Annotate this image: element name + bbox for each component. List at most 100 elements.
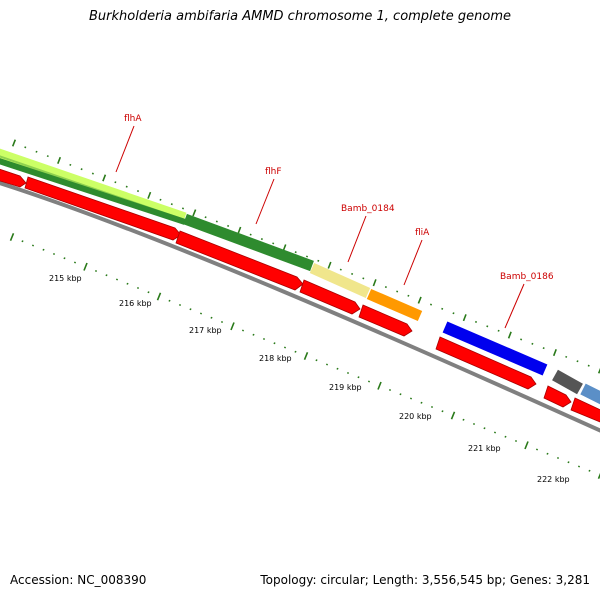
outer-scale-tick [429,303,433,306]
inner-scale-tick [210,316,213,319]
outer-scale-tick [192,209,197,217]
inner-scale-tick [252,333,255,336]
inner-scale-tick [147,291,150,294]
scale-labels: 215 kbp 216 kbp 217 kbp 218 kbp 219 kbp … [49,274,570,484]
inner-scale-tick [420,401,423,404]
outer-scale-tick [372,279,377,287]
outer-scale-tick [351,272,354,275]
inner-scale-tick [156,292,162,301]
outer-scale-tick [294,251,297,254]
outer-scale-tick [91,172,94,175]
inner-scale-tick [336,367,339,370]
inner-tick-marks [9,232,600,480]
inner-scale-tick [31,244,35,247]
inner-scale-tick [388,388,392,392]
outer-scale-tick [215,220,218,223]
outer-scale-tick [407,294,410,297]
genome-summary: Topology: circular; Length: 3,556,545 bp… [260,573,590,587]
cog-band-lightgreen [0,148,187,222]
outer-scale-tick [136,190,140,193]
inner-scale-tick [262,337,266,341]
inner-scale-tick [303,351,309,361]
inner-scale-tick [83,262,88,271]
inner-scale-tick [230,322,235,331]
outer-scale-tick [159,198,162,201]
outer-scale-tick [46,155,49,158]
outer-scale-tick [170,203,173,206]
cds-arrow-8 [570,397,600,423]
outer-scale-tick [80,168,83,171]
outer-scale-tick [327,261,332,269]
inner-scale-tick [9,232,15,242]
outer-scale-tick [396,290,399,293]
outer-scale-tick [35,150,38,153]
outer-scale-tick [565,355,568,358]
scale-label-219: 219 kbp [329,383,362,392]
outer-scale-tick [237,226,242,234]
inner-scale-tick [315,359,318,362]
inner-scale-tick [178,303,182,307]
inner-scale-tick [42,248,45,251]
gene-label-flhA: flhA [124,114,142,124]
inner-scale-tick [52,252,56,256]
inner-scale-tick [283,346,287,349]
cds-arrow-2 [24,176,182,241]
inner-scale-tick [567,461,570,464]
outer-scale-tick [486,325,489,328]
outer-scale-tick [57,156,62,164]
inner-scale-tick [504,435,507,438]
inner-scale-tick [273,342,276,345]
outer-scale-tick [272,242,275,245]
outer-scale-tick [384,286,387,289]
outer-scale-tick [474,320,478,323]
scale-label-215: 215 kbp [49,274,82,283]
outer-scale-tick [576,360,579,363]
outer-scale-tick [102,174,107,182]
outer-scale-tick [520,338,523,341]
cds-arrow-7 [543,385,572,408]
backbone-ring [0,181,600,433]
inner-scale-tick [21,240,24,243]
inner-scale-tick [493,431,497,434]
cog-band-green [183,213,314,272]
cds-arrow-5 [358,304,413,337]
inner-scale-tick [346,371,350,375]
cog-band-darkgreen [0,158,186,225]
inner-scale-tick [94,269,98,273]
cog-band-blue [442,321,548,376]
scale-label-216: 216 kbp [119,299,152,308]
outer-scale-tick [531,342,534,345]
scale-label-217: 217 kbp [189,326,222,335]
cog-band-orange [366,288,423,322]
cog-band-steelblue [580,383,600,405]
leader-Bamb_0184 [347,215,367,263]
outer-scale-tick [249,233,252,236]
inner-scale-tick [199,312,203,315]
outer-scale-tick [24,146,27,149]
inner-scale-tick [220,320,224,324]
inner-scale-tick [472,422,476,426]
inner-scale-tick [399,393,402,396]
cds-arrow-6 [435,336,537,390]
gene-label-Bamb_0186: Bamb_0186 [500,272,554,282]
gene-label-flhF: flhF [265,167,282,177]
map-title: Burkholderia ambifaria AMMD chromosome 1… [88,9,512,24]
inner-scale-tick [535,448,539,451]
outer-scale-tick [125,185,128,188]
cds-track [0,168,600,423]
outer-scale-tick [11,139,17,147]
outer-scale-tick [587,364,590,367]
inner-scale-tick [367,380,371,383]
inner-scale-tick [377,381,382,390]
leader-Bamb_0186 [504,283,525,329]
outer-scale-tick [597,367,600,374]
inner-scale-tick [514,439,518,443]
gene-label-fliA: fliA [415,228,430,238]
leader-flhF [255,178,275,225]
inner-scale-tick [441,410,444,413]
inner-scale-tick [556,456,560,460]
outer-scale-tick [147,191,152,199]
cog-track [0,148,600,405]
inner-scale-tick [597,472,600,480]
